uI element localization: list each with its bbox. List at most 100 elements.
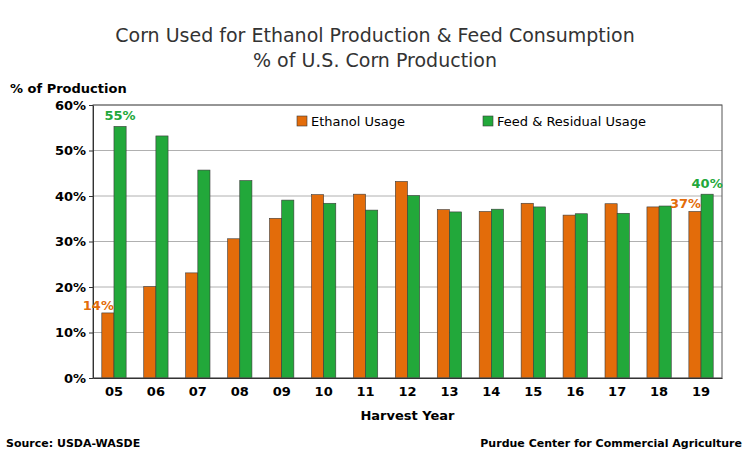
bar <box>437 210 449 378</box>
bar <box>491 209 503 378</box>
x-tick: 16 <box>566 384 584 399</box>
x-tick-label: 08 <box>231 384 249 399</box>
legend: Ethanol Usage Feed & Residual Usage <box>297 114 646 129</box>
x-axis: 05 06 07 08 09 10 11 12 13 14 15 16 17 18 19 <box>94 379 723 400</box>
x-tick-label: 07 <box>189 384 207 399</box>
bar <box>311 195 323 378</box>
y-tick: 40% <box>55 189 93 204</box>
x-tick-label: 12 <box>398 384 416 399</box>
x-tick: 12 <box>398 384 416 399</box>
bar <box>617 213 629 378</box>
source: Source: USDA-WASDE <box>6 437 140 450</box>
bar <box>701 194 713 378</box>
bar <box>479 211 491 378</box>
bar <box>324 203 336 378</box>
x-tick: 17 <box>608 384 626 399</box>
x-tick: 11 <box>357 384 375 399</box>
x-tick-label: 11 <box>357 384 375 399</box>
plot-background <box>93 105 722 378</box>
y-tick: 20% <box>55 280 93 295</box>
x-tick-label: 14 <box>482 384 500 399</box>
bar <box>240 181 252 378</box>
x-tick: 18 <box>650 384 668 399</box>
bar <box>156 136 168 378</box>
y-tick-mark <box>89 105 93 106</box>
x-tick-label: 10 <box>315 384 333 399</box>
x-tick: 19 <box>692 384 710 399</box>
value-label: 14% <box>83 298 114 313</box>
y-axis: 0% 10% 20% 30% 40% 50% 60% <box>55 98 94 386</box>
bar <box>605 204 617 378</box>
x-tick: 06 <box>147 384 165 399</box>
y-tick: 50% <box>55 143 93 158</box>
bar <box>533 207 545 378</box>
chart: Corn Used for Ethanol Production & Feed … <box>0 0 750 466</box>
y-tick-label: 10% <box>55 325 86 340</box>
x-tick: 05 <box>105 384 123 399</box>
x-axis-line <box>94 378 723 379</box>
legend-swatch <box>483 116 493 126</box>
x-tick: 08 <box>231 384 249 399</box>
value-label: 40% <box>692 176 723 191</box>
x-tick-label: 05 <box>105 384 123 399</box>
legend-label: Ethanol Usage <box>311 114 405 129</box>
x-tick: 07 <box>189 384 207 399</box>
legend-label: Feed & Residual Usage <box>497 114 646 129</box>
bar <box>563 215 575 378</box>
subtitle: % of U.S. Corn Production <box>253 49 497 71</box>
bar <box>198 170 210 378</box>
x-tick-label: 17 <box>608 384 626 399</box>
credit: Purdue Center for Commercial Agriculture <box>480 437 742 450</box>
y-axis-line <box>93 106 94 379</box>
legend-swatch <box>297 116 307 126</box>
y-axis-title: % of Production <box>10 81 127 96</box>
y-tick: 30% <box>55 234 93 249</box>
y-tick-label: 40% <box>55 189 86 204</box>
bars <box>102 126 713 378</box>
value-label: 37% <box>670 196 701 211</box>
plot-frame <box>93 105 722 378</box>
x-tick-label: 19 <box>692 384 710 399</box>
value-label: 55% <box>104 108 135 123</box>
bar <box>228 239 240 378</box>
y-tick: 60% <box>55 98 93 113</box>
bar <box>659 206 671 378</box>
bar <box>282 200 294 378</box>
y-tick-mark <box>89 196 93 197</box>
x-tick: 13 <box>440 384 458 399</box>
x-tick-label: 15 <box>524 384 542 399</box>
x-tick: 10 <box>315 384 333 399</box>
x-axis-title: Harvest Year <box>360 408 455 423</box>
bar <box>575 214 587 378</box>
y-tick-label: 60% <box>55 98 86 113</box>
bar <box>647 207 659 378</box>
bar <box>449 212 461 378</box>
x-tick-label: 16 <box>566 384 584 399</box>
bar <box>689 211 701 378</box>
bar <box>144 287 156 378</box>
y-tick: 0% <box>64 371 93 386</box>
x-tick-label: 13 <box>440 384 458 399</box>
x-tick-label: 18 <box>650 384 668 399</box>
bar <box>270 218 282 378</box>
y-tick-mark <box>89 242 93 243</box>
y-tick-label: 30% <box>55 234 86 249</box>
y-tick: 10% <box>55 325 93 340</box>
y-tick-mark <box>89 378 93 379</box>
bar <box>186 273 198 378</box>
bar <box>521 203 533 378</box>
x-tick-label: 06 <box>147 384 165 399</box>
grid-line <box>93 150 722 151</box>
y-tick-label: 20% <box>55 280 86 295</box>
x-tick: 15 <box>524 384 542 399</box>
x-tick: 09 <box>273 384 291 399</box>
value-labels: 14% 37% 55% 40% <box>83 108 723 313</box>
x-tick-label: 09 <box>273 384 291 399</box>
bar <box>102 313 114 378</box>
y-tick-label: 0% <box>64 371 86 386</box>
y-tick-mark <box>89 287 93 288</box>
y-tick-label: 50% <box>55 143 86 158</box>
title: Corn Used for Ethanol Production & Feed … <box>115 24 635 46</box>
bar <box>353 194 365 378</box>
y-tick-mark <box>89 151 93 152</box>
